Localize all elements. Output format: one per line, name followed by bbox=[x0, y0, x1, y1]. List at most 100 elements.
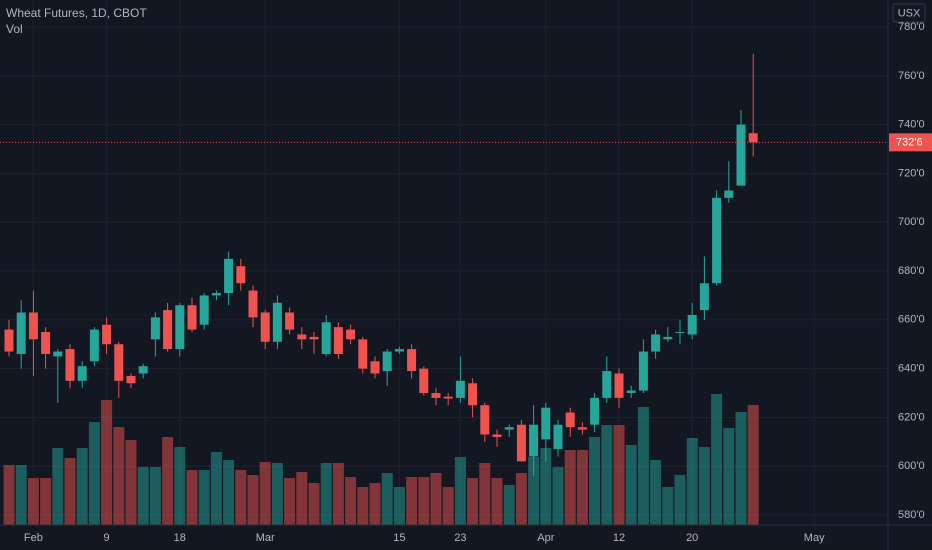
volume-bar bbox=[271, 463, 283, 525]
volume-bar bbox=[528, 457, 540, 525]
volume-bar bbox=[393, 487, 405, 525]
x-tick-label: May bbox=[804, 532, 825, 544]
candle-body bbox=[333, 327, 343, 354]
volume-bar bbox=[552, 467, 564, 525]
volume-bar bbox=[589, 437, 601, 525]
candle-body bbox=[663, 336, 673, 340]
volume-bar bbox=[454, 457, 466, 525]
volume-bar bbox=[515, 473, 527, 525]
volume-bar bbox=[296, 472, 308, 525]
x-tick-label: 12 bbox=[613, 532, 625, 544]
volume-bar bbox=[662, 487, 674, 525]
volume-bar bbox=[406, 477, 418, 525]
volume-bar bbox=[698, 447, 710, 525]
candle-body bbox=[590, 397, 600, 425]
volume-bar bbox=[259, 462, 271, 525]
candle-body bbox=[163, 310, 173, 350]
x-tick-label: 20 bbox=[686, 532, 698, 544]
volume-bar bbox=[247, 475, 259, 525]
volume-bar bbox=[345, 477, 357, 525]
candle-body bbox=[614, 373, 624, 398]
candle-body bbox=[28, 312, 38, 340]
volume-bar bbox=[625, 445, 637, 525]
candle-body bbox=[407, 349, 417, 372]
volume-bar bbox=[674, 475, 686, 525]
volume-bar bbox=[88, 422, 100, 525]
chart-title: Wheat Futures, 1D, CBOT bbox=[6, 6, 147, 20]
volume-bar bbox=[235, 470, 247, 525]
currency-label[interactable]: USX bbox=[898, 7, 921, 19]
candle-body bbox=[321, 322, 331, 354]
last-price-badge bbox=[889, 133, 932, 152]
candle-body bbox=[285, 312, 295, 330]
volume-bar bbox=[650, 460, 662, 525]
candle-body bbox=[41, 332, 51, 354]
candle-body bbox=[114, 344, 124, 381]
volume-bar bbox=[137, 467, 149, 525]
volume-bar bbox=[76, 448, 88, 525]
candle-body bbox=[602, 371, 612, 398]
volume-bar bbox=[162, 437, 174, 525]
candle-body bbox=[4, 329, 14, 352]
candle-body bbox=[138, 366, 148, 374]
volume-bar bbox=[613, 425, 625, 525]
candle-body bbox=[199, 295, 209, 325]
last-price-label: 732'6 bbox=[896, 136, 923, 148]
candle-body bbox=[492, 434, 502, 437]
volume-bar bbox=[467, 478, 479, 525]
y-tick-label: 720'0 bbox=[898, 167, 925, 179]
candle-body bbox=[126, 375, 136, 384]
candle-body bbox=[748, 133, 758, 143]
volume-bar bbox=[149, 467, 161, 525]
candle-body bbox=[651, 334, 661, 352]
candle-body bbox=[480, 405, 490, 435]
volume-bar bbox=[113, 427, 125, 525]
candle-body bbox=[89, 329, 99, 362]
y-tick-label: 640'0 bbox=[898, 363, 925, 375]
currency-button[interactable] bbox=[892, 3, 926, 23]
volume-bar bbox=[686, 438, 698, 525]
candle-body bbox=[712, 197, 722, 284]
y-tick-label: 760'0 bbox=[898, 70, 925, 82]
candle-body bbox=[358, 339, 368, 369]
volume-label: Vol bbox=[6, 22, 23, 36]
candle-body bbox=[638, 351, 648, 391]
volume-bar bbox=[576, 450, 588, 525]
candle-body bbox=[309, 336, 319, 340]
volume-bar bbox=[564, 450, 576, 525]
x-tick-label: Feb bbox=[24, 532, 43, 544]
volume-bar bbox=[491, 478, 503, 525]
candle-body bbox=[65, 349, 75, 381]
volume-bar bbox=[101, 400, 113, 525]
candle-body bbox=[468, 383, 478, 406]
volume-bar bbox=[284, 478, 296, 525]
candle-body bbox=[297, 334, 307, 340]
y-tick-label: 680'0 bbox=[898, 265, 925, 277]
candle-body bbox=[53, 351, 63, 357]
candle-body bbox=[382, 351, 392, 372]
volume-bar bbox=[223, 460, 235, 525]
volume-bar bbox=[27, 478, 39, 525]
candle-body bbox=[736, 124, 746, 186]
volume-bar bbox=[357, 487, 369, 525]
axes: 580'0 600'0 620'0 640'0 660'0 680'0 700'0 720'0… bbox=[24, 21, 932, 544]
volume-bar bbox=[711, 394, 723, 525]
y-tick-label: 580'0 bbox=[898, 509, 925, 521]
y-tick-label: 740'0 bbox=[898, 119, 925, 131]
candle-body bbox=[577, 427, 587, 430]
candle-body bbox=[187, 305, 197, 330]
x-tick-label: Apr bbox=[537, 532, 554, 544]
volume-bar bbox=[540, 448, 552, 525]
y-tick-label: 600'0 bbox=[898, 460, 925, 472]
volume-layer bbox=[3, 394, 759, 525]
volume-bar bbox=[381, 473, 393, 525]
volume-bar bbox=[3, 465, 15, 525]
x-tick-label: 23 bbox=[454, 532, 466, 544]
volume-bar bbox=[735, 412, 747, 525]
candle-body bbox=[455, 380, 465, 398]
candle-body bbox=[346, 329, 356, 340]
candle-body bbox=[541, 407, 551, 440]
volume-bar bbox=[503, 485, 515, 525]
